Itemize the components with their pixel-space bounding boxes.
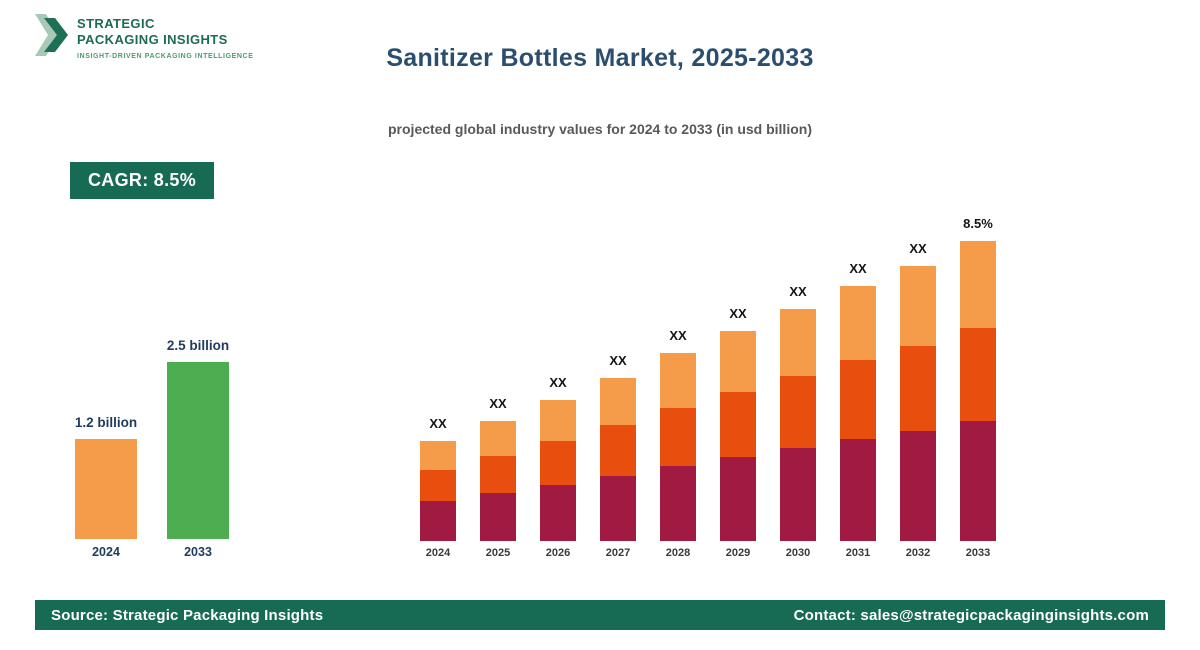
axis-label-2031: 2031 <box>845 547 871 559</box>
brand-name-line2: PACKAGING INSIGHTS <box>77 32 228 48</box>
stacked-bar-group-2030: XX 2030 <box>780 284 816 559</box>
axis-label-2030: 2030 <box>785 547 811 559</box>
bar-2024 <box>75 439 137 539</box>
page-subtitle: projected global industry values for 202… <box>388 121 812 137</box>
stacked-bar-2025 <box>480 421 516 541</box>
stacked-bar-group-2024: XX 2024 <box>420 416 456 559</box>
stacked-bar-group-2032: XX 2032 <box>900 241 936 559</box>
source-text: Source: Strategic Packaging Insights <box>51 606 324 624</box>
yearly-stacked-chart: XX 2024 XX 2025 XX 2026 XX 2027 XX 2028 XX 2029 XX 20… <box>420 198 996 559</box>
footer-bar: Source: Strategic Packaging Insights Con… <box>35 600 1165 630</box>
axis-label-2028: 2028 <box>665 547 691 559</box>
bar-segment <box>780 376 816 448</box>
bar-segment <box>540 400 576 441</box>
bar-segment <box>720 457 756 541</box>
bar-segment <box>900 346 936 431</box>
bar-2033 <box>167 362 229 539</box>
bar-segment <box>660 353 696 408</box>
bar-label-2032: XX <box>909 241 927 256</box>
bar-segment <box>780 448 816 541</box>
bar-segment <box>480 456 516 493</box>
bar-label-2025: XX <box>489 396 507 411</box>
bar-label-2026: XX <box>549 375 567 390</box>
bar-segment <box>540 485 576 541</box>
stacked-bar-2033 <box>960 241 996 541</box>
stacked-bar-2031 <box>840 286 876 541</box>
bar-label-2024: XX <box>429 416 447 431</box>
stacked-bar-group-2029: XX 2029 <box>720 306 756 559</box>
bar-segment <box>540 441 576 485</box>
growth-summary-chart: 1.2 billion 2024 2.5 billion 2033 <box>75 320 229 559</box>
stacked-bar-2027 <box>600 378 636 541</box>
bar-segment <box>960 421 996 541</box>
axis-label-2027: 2027 <box>605 547 631 559</box>
bar-segment <box>420 501 456 541</box>
bar-segment <box>480 421 516 456</box>
stacked-bar-2030 <box>780 309 816 541</box>
bar-segment <box>900 431 936 541</box>
header-block: Sanitizer Bottles Market, 2025-2033 proj… <box>300 44 900 137</box>
stacked-bar-group-2028: XX 2028 <box>660 328 696 559</box>
bar-segment <box>840 439 876 541</box>
axis-label-2033: 2033 <box>965 547 991 559</box>
brand-text: STRATEGIC PACKAGING INSIGHTS INSIGHT-DRI… <box>77 12 253 60</box>
stacked-bar-group-2033: 8.5% 2033 <box>960 216 996 559</box>
cagr-badge: CAGR: 8.5% <box>70 162 215 199</box>
bar-label-2027: XX <box>609 353 627 368</box>
axis-label-2024: 2024 <box>92 545 120 559</box>
bar-segment <box>660 466 696 541</box>
bar-segment <box>840 360 876 439</box>
axis-label-2032: 2032 <box>905 547 931 559</box>
bar-label-2030: XX <box>789 284 807 299</box>
mini-bar-group-2033: 2.5 billion 2033 <box>167 338 229 559</box>
bar-segment <box>420 470 456 501</box>
stacked-bar-group-2026: XX 2026 <box>540 375 576 559</box>
mini-bar-group-2024: 1.2 billion 2024 <box>75 415 137 559</box>
bar-segment <box>960 241 996 328</box>
bar-segment <box>600 425 636 476</box>
chevron-arrows-icon <box>35 12 69 63</box>
stacked-bar-2028 <box>660 353 696 541</box>
stacked-bar-2029 <box>720 331 756 541</box>
value-label: 1.2 billion <box>74 415 138 430</box>
bar-segment <box>420 441 456 470</box>
bar-segment <box>660 408 696 466</box>
stacked-bar-group-2027: XX 2027 <box>600 353 636 559</box>
brand-name-line1: STRATEGIC <box>77 16 155 31</box>
value-label: 2.5 billion <box>166 338 230 353</box>
bar-segment <box>600 476 636 541</box>
stacked-bar-group-2031: XX 2031 <box>840 261 876 559</box>
stacked-bar-group-2025: XX 2025 <box>480 396 516 559</box>
bar-segment <box>720 392 756 457</box>
brand-tagline: INSIGHT-DRIVEN PACKAGING INTELLIGENCE <box>77 52 254 60</box>
axis-label-2025: 2025 <box>485 547 511 559</box>
bar-label-2031: XX <box>849 261 867 276</box>
bar-segment <box>480 493 516 541</box>
bar-label-2033: 8.5% <box>963 216 993 231</box>
stacked-bar-2032 <box>900 266 936 541</box>
axis-label-2024: 2024 <box>425 547 451 559</box>
brand-logo: STRATEGIC PACKAGING INSIGHTS INSIGHT-DRI… <box>35 12 253 63</box>
bar-segment <box>720 331 756 392</box>
bar-segment <box>900 266 936 346</box>
axis-label-2029: 2029 <box>725 547 751 559</box>
stacked-bar-2026 <box>540 400 576 541</box>
bar-label-2029: XX <box>729 306 747 321</box>
bar-label-2028: XX <box>669 328 687 343</box>
axis-label-2033: 2033 <box>184 545 212 559</box>
bar-segment <box>600 378 636 425</box>
bar-segment <box>840 286 876 360</box>
bar-segment <box>780 309 816 376</box>
page-title: Sanitizer Bottles Market, 2025-2033 <box>386 44 814 72</box>
stacked-bar-2024 <box>420 441 456 541</box>
bar-segment <box>960 328 996 421</box>
contact-text: Contact: sales@strategicpackaginginsight… <box>793 606 1149 624</box>
axis-label-2026: 2026 <box>545 547 571 559</box>
